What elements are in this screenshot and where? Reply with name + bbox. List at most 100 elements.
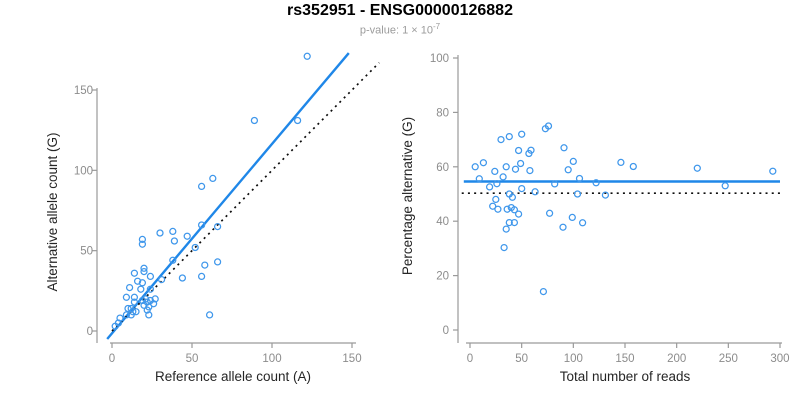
x-tick-label: 50 [186, 353, 199, 365]
x-tick-label: 0 [467, 353, 473, 365]
p-value-text: p-value: 1 × 10 [359, 24, 433, 37]
data-point [146, 272, 155, 281]
data-point [157, 275, 166, 284]
data-point [197, 221, 206, 229]
x-tick-label: 250 [719, 353, 738, 365]
data-point [169, 227, 177, 236]
x-tick-label: 150 [615, 353, 634, 365]
data-point [500, 243, 508, 252]
data-point [140, 267, 148, 276]
p-value-subtitle: p-value: 1 × 10-7 [0, 22, 800, 37]
y-tick-label: 0 [87, 326, 93, 338]
allele-count-scatter: 0 50 100 150 0 50 100 150 Reference allele count… [45, 52, 380, 384]
plot-title: rs352951 - ENSG00000126882 [287, 2, 513, 19]
data-point [499, 173, 507, 181]
data-point [156, 229, 164, 237]
regression-line [106, 52, 350, 340]
data-point [132, 308, 140, 316]
data-point [508, 193, 517, 201]
data-point [541, 125, 550, 133]
data-point [475, 175, 483, 183]
data-point [502, 163, 510, 171]
data-point [578, 219, 587, 227]
data-point [510, 218, 519, 227]
data-point [514, 210, 523, 218]
percentage-scatter: 0 50 100 150 200 250 300 0 20 40 60 80 100 Total numb… [400, 53, 790, 384]
y-tick-label: 0 [443, 325, 449, 337]
data-point [169, 256, 177, 264]
data-point [122, 293, 131, 301]
data-point [125, 283, 134, 292]
data-point [205, 311, 214, 319]
data-point [693, 164, 701, 172]
data-point [559, 223, 567, 231]
data-point [769, 167, 777, 175]
data-point [514, 146, 523, 155]
data-point [489, 202, 497, 210]
data-point [492, 195, 500, 204]
data-point [130, 298, 139, 306]
data-point [137, 285, 145, 293]
data-point [617, 158, 625, 167]
data-point [122, 311, 131, 319]
data-point [201, 261, 209, 269]
data-point [721, 182, 729, 190]
data-point [629, 162, 637, 171]
data-point [116, 314, 124, 322]
data-point [471, 163, 479, 171]
data-point [592, 179, 600, 187]
x-axis-title: Reference allele count (A) [155, 369, 311, 384]
data-point [539, 287, 548, 296]
data-point [145, 311, 153, 319]
data-point [497, 135, 505, 144]
y-tick-label: 100 [74, 165, 93, 177]
x-tick-label: 50 [515, 353, 528, 365]
identity-line [111, 62, 380, 332]
y-tick-label: 40 [436, 216, 449, 228]
x-tick-label: 100 [564, 353, 583, 365]
data-point [138, 279, 147, 287]
data-point [170, 237, 179, 245]
x-tick-label: 300 [770, 353, 789, 365]
data-point [130, 269, 139, 277]
data-point [491, 167, 499, 176]
y-tick-label: 20 [436, 271, 449, 283]
data-point [127, 304, 135, 313]
data-point [209, 174, 217, 183]
x-tick-label: 100 [262, 353, 281, 365]
data-point [303, 52, 311, 60]
data-point [197, 182, 206, 191]
data-point [479, 159, 488, 167]
data-point [493, 180, 501, 188]
data-point [293, 116, 302, 125]
x-tick-label: 150 [342, 353, 361, 365]
data-point [213, 258, 222, 266]
data-point [140, 264, 148, 272]
y-axis-title: Percentage alternative (G) [400, 117, 415, 275]
x-tick-label: 200 [667, 353, 686, 365]
data-point [564, 166, 572, 174]
data-point [494, 205, 502, 213]
p-value-exponent: -7 [432, 22, 441, 31]
data-point [114, 319, 123, 327]
data-point [551, 180, 559, 188]
data-point [505, 218, 513, 227]
data-point [151, 295, 159, 303]
data-point [531, 188, 539, 196]
data-point [573, 190, 582, 198]
x-axis-title: Total number of reads [560, 369, 691, 384]
y-tick-label: 80 [436, 107, 449, 119]
data-point [178, 274, 187, 282]
data-point [250, 116, 259, 125]
data-point [146, 285, 155, 293]
data-point [130, 293, 139, 301]
data-point [503, 205, 511, 213]
data-point [149, 300, 158, 308]
data-point [518, 130, 526, 138]
data-point [545, 209, 554, 217]
y-tick-label: 50 [80, 246, 93, 258]
data-point [502, 225, 510, 233]
y-tick-label: 100 [430, 53, 449, 65]
data-point [601, 191, 610, 199]
